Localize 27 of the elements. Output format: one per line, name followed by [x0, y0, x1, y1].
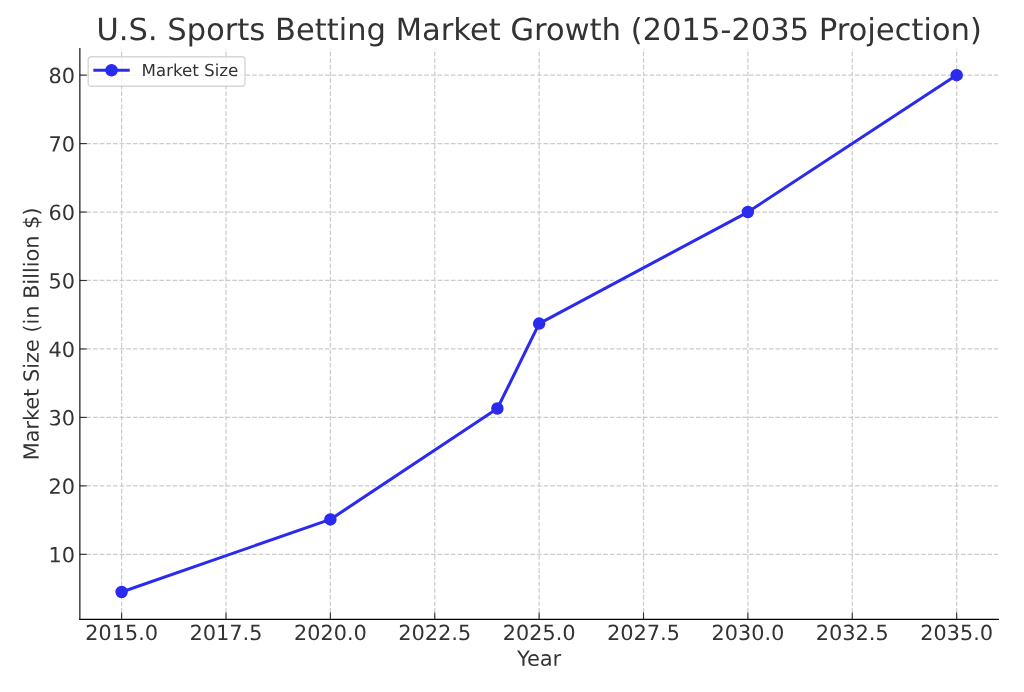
x-tick-label: 2017.5 — [191, 624, 261, 641]
y-tick-label: 40 — [49, 341, 74, 358]
x-tick-label: 2015.0 — [86, 624, 157, 641]
y-tick-label: 60 — [49, 204, 74, 221]
legend-label: Market Size — [143, 63, 238, 77]
x-axis-title: Year — [517, 650, 562, 667]
y-tick-label: 70 — [50, 136, 74, 152]
y-tick-label: 30 — [50, 409, 74, 426]
point — [491, 402, 504, 415]
x-tick-label: 2032.5 — [817, 624, 887, 641]
point — [532, 317, 546, 330]
x-tick-label: 2035.0 — [921, 624, 992, 641]
x-tick-label: 2025.0 — [504, 624, 575, 641]
y-tick-label: 50 — [50, 272, 74, 289]
x-tick-label: 2027.5 — [608, 624, 679, 641]
x-tick-label: 2030.0 — [712, 624, 783, 641]
point — [741, 205, 755, 219]
point — [950, 68, 963, 82]
y-tick-label: 10 — [50, 546, 74, 563]
point — [324, 513, 337, 526]
y-tick-label: 80 — [49, 67, 74, 84]
y-axis-title: Market Size (in Billion $) — [22, 209, 42, 459]
x-tick-label: 2022.5 — [399, 624, 470, 641]
x-tick-label: 2020.0 — [295, 624, 366, 641]
y-tick-label: 20 — [50, 478, 74, 495]
point — [115, 585, 128, 599]
chart-title: U.S. Sports Betting Market Growth (2015-2035 Projection) — [99, 16, 980, 47]
